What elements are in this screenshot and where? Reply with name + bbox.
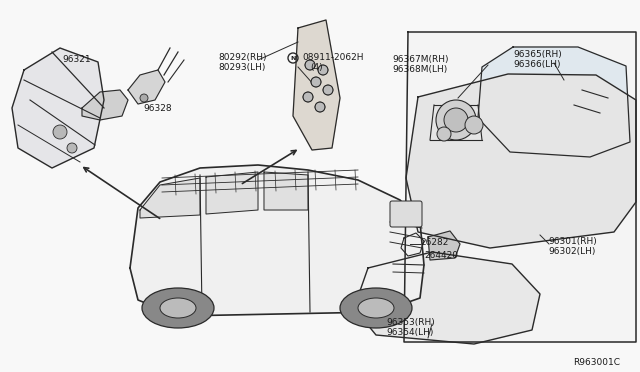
Circle shape xyxy=(437,127,451,141)
Text: N: N xyxy=(291,55,296,61)
Circle shape xyxy=(323,85,333,95)
Text: 96301(RH): 96301(RH) xyxy=(548,237,596,246)
Circle shape xyxy=(318,65,328,75)
Circle shape xyxy=(67,143,77,153)
Polygon shape xyxy=(293,20,340,150)
Polygon shape xyxy=(82,90,128,120)
Ellipse shape xyxy=(340,288,412,328)
Ellipse shape xyxy=(160,298,196,318)
Polygon shape xyxy=(354,252,540,344)
Polygon shape xyxy=(130,165,424,316)
Circle shape xyxy=(305,60,315,70)
Polygon shape xyxy=(264,172,308,210)
Circle shape xyxy=(465,116,483,134)
Text: 96365(RH): 96365(RH) xyxy=(513,50,562,59)
Polygon shape xyxy=(404,32,636,342)
Circle shape xyxy=(303,92,313,102)
Ellipse shape xyxy=(142,288,214,328)
Polygon shape xyxy=(206,172,258,214)
Polygon shape xyxy=(140,178,200,218)
Polygon shape xyxy=(478,47,630,157)
Text: 264420: 264420 xyxy=(424,251,458,260)
Polygon shape xyxy=(128,70,165,104)
Ellipse shape xyxy=(358,298,394,318)
Circle shape xyxy=(436,100,476,140)
Text: 96321: 96321 xyxy=(62,55,91,64)
Circle shape xyxy=(444,108,468,132)
Text: 08911-2062H: 08911-2062H xyxy=(302,53,364,62)
Polygon shape xyxy=(428,231,460,260)
Text: 80292(RH): 80292(RH) xyxy=(218,53,266,62)
Text: 26282: 26282 xyxy=(420,238,449,247)
Text: 96366(LH): 96366(LH) xyxy=(513,60,561,69)
Circle shape xyxy=(53,125,67,139)
Text: 96354(LH): 96354(LH) xyxy=(386,328,433,337)
Text: R963001C: R963001C xyxy=(573,358,620,367)
Text: 96368M(LH): 96368M(LH) xyxy=(392,65,447,74)
Text: 96328: 96328 xyxy=(143,104,172,113)
Text: 80293(LH): 80293(LH) xyxy=(218,63,266,72)
Text: 96302(LH): 96302(LH) xyxy=(548,247,595,256)
Polygon shape xyxy=(12,48,104,168)
FancyBboxPatch shape xyxy=(390,201,422,227)
Circle shape xyxy=(315,102,325,112)
Text: 96367M(RH): 96367M(RH) xyxy=(392,55,449,64)
Circle shape xyxy=(140,94,148,102)
Text: (4): (4) xyxy=(310,63,323,72)
Circle shape xyxy=(311,77,321,87)
Polygon shape xyxy=(406,74,636,248)
Polygon shape xyxy=(401,233,424,256)
Text: 96353(RH): 96353(RH) xyxy=(386,318,435,327)
